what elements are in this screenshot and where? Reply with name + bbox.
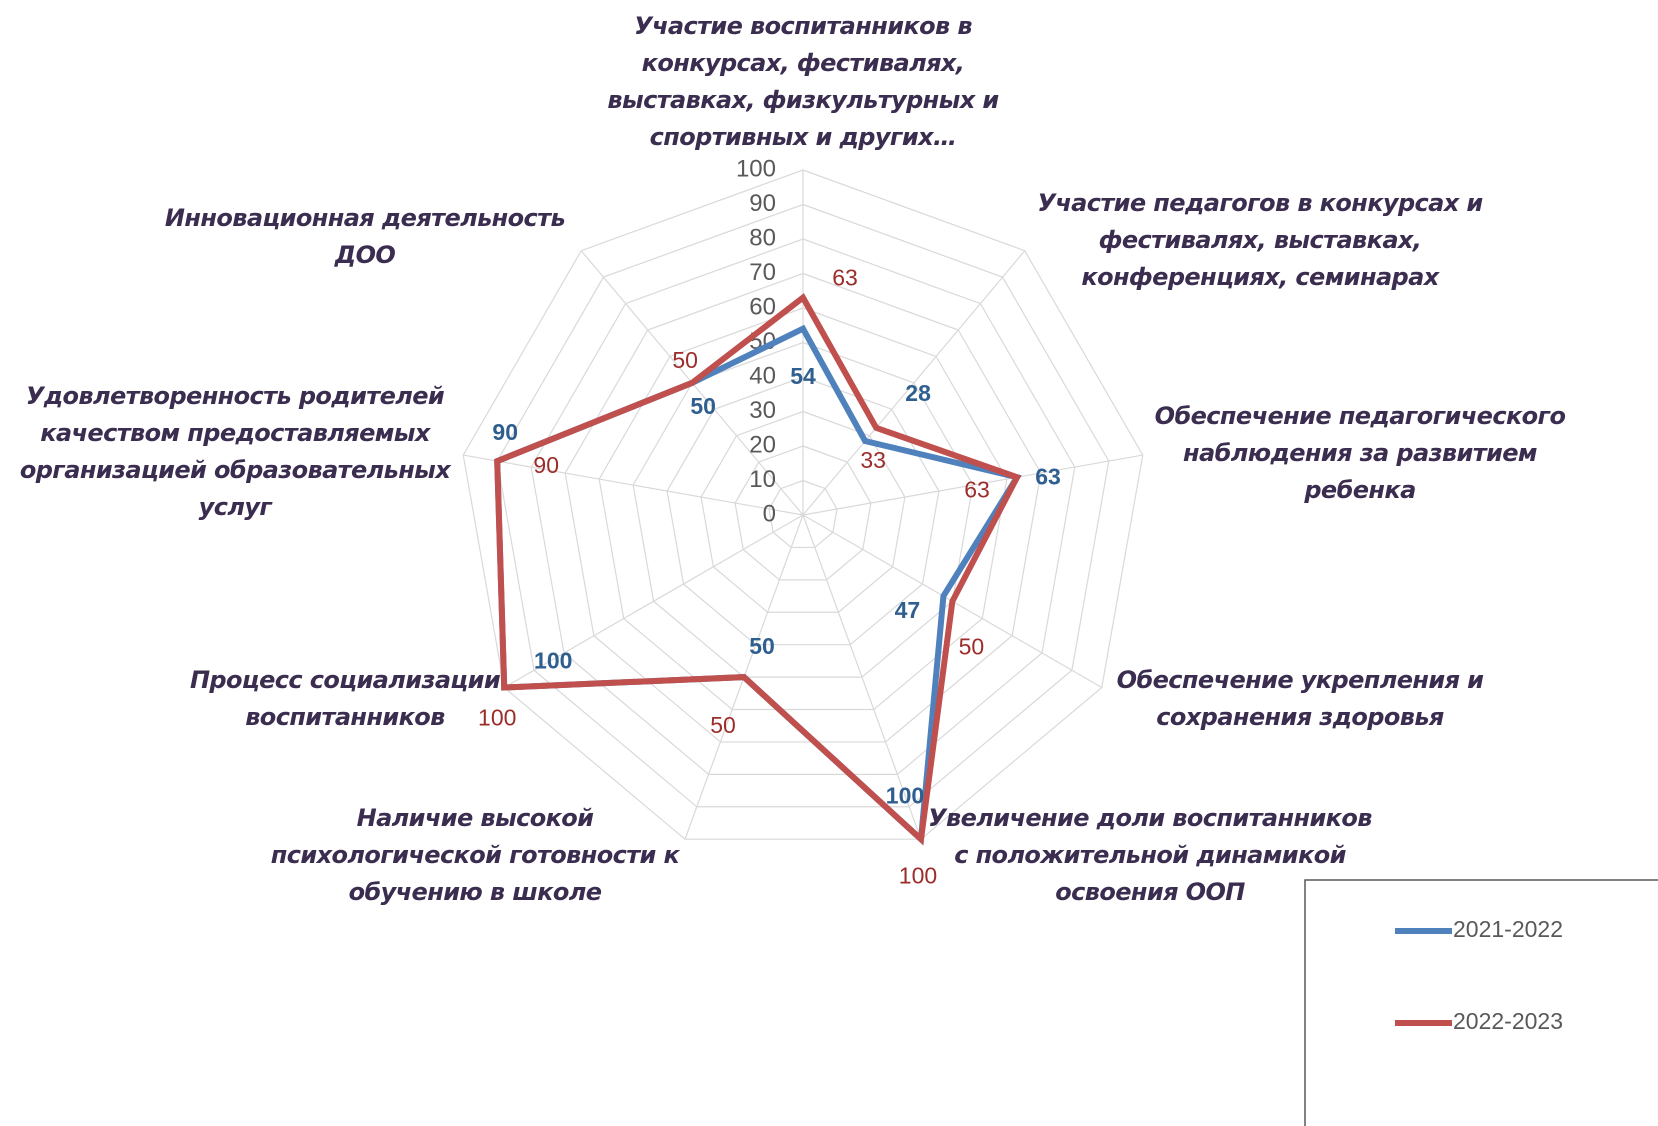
- grid-ring: [462, 169, 1144, 840]
- category-label: Процесс социализации воспитанников: [189, 666, 501, 731]
- data-label: 50: [690, 393, 716, 419]
- grid-ring: [700, 410, 906, 613]
- y-tick-label: 60: [749, 293, 776, 320]
- data-label: 33: [860, 447, 886, 473]
- category-label: Удовлетворенность родителей качеством пр…: [19, 382, 451, 521]
- spoke: [802, 514, 922, 840]
- category-label: Обеспечение педагогического наблюдения з…: [1154, 402, 1566, 504]
- data-label: 47: [895, 597, 921, 623]
- category-label: Увеличение доли воспитанников с положите…: [928, 804, 1372, 906]
- legend-label: 2021-2022: [1453, 916, 1563, 942]
- data-label: 63: [832, 265, 858, 291]
- data-label: 28: [905, 380, 931, 406]
- spoke: [802, 250, 1026, 516]
- grid-ring: [496, 203, 1110, 808]
- y-tick-label: 20: [749, 431, 776, 458]
- grid-ring: [564, 272, 1042, 743]
- y-tick-label: 10: [749, 466, 776, 493]
- y-tick-label: 70: [749, 259, 776, 286]
- data-label: 100: [534, 648, 572, 674]
- data-label: 100: [478, 705, 516, 731]
- data-label: 50: [749, 633, 775, 659]
- category-label: Наличие высокой психологической готовнос…: [270, 804, 680, 906]
- data-label: 50: [959, 633, 985, 659]
- spoke: [463, 454, 804, 516]
- grid-ring: [632, 341, 974, 678]
- y-tick-label: 30: [749, 397, 776, 424]
- data-label: 63: [964, 476, 990, 502]
- data-label: 100: [899, 862, 937, 888]
- spoke: [802, 454, 1143, 516]
- data-label: 54: [790, 363, 816, 389]
- legend-box: [1304, 879, 1658, 1126]
- category-label: Участие воспитанников в конкурсах, фести…: [607, 12, 999, 151]
- data-label: 63: [1035, 463, 1061, 489]
- y-tick-label: 90: [749, 190, 776, 217]
- series-line: [494, 293, 1022, 846]
- y-tick-label: 0: [763, 500, 776, 527]
- data-label: 50: [672, 347, 698, 373]
- grid-ring: [734, 445, 872, 581]
- spoke: [503, 514, 804, 689]
- grid-ring: [530, 238, 1076, 775]
- data-label: 90: [533, 452, 559, 478]
- y-tick-label: 100: [736, 155, 776, 182]
- category-label: Инновационная деятельность ДОО: [164, 204, 566, 269]
- category-label: Обеспечение укрепления и сохранения здор…: [1116, 666, 1484, 731]
- grid-ring: [768, 479, 838, 549]
- category-label: Участие педагогов в конкурсах и фестивал…: [1037, 189, 1483, 291]
- data-label: 90: [492, 419, 518, 445]
- data-label: 50: [710, 712, 736, 738]
- y-tick-label: 80: [749, 224, 776, 251]
- grid-ring: [598, 307, 1008, 711]
- y-tick-label: 40: [749, 362, 776, 389]
- data-label: 100: [886, 782, 924, 808]
- legend-label: 2022-2023: [1453, 1008, 1563, 1034]
